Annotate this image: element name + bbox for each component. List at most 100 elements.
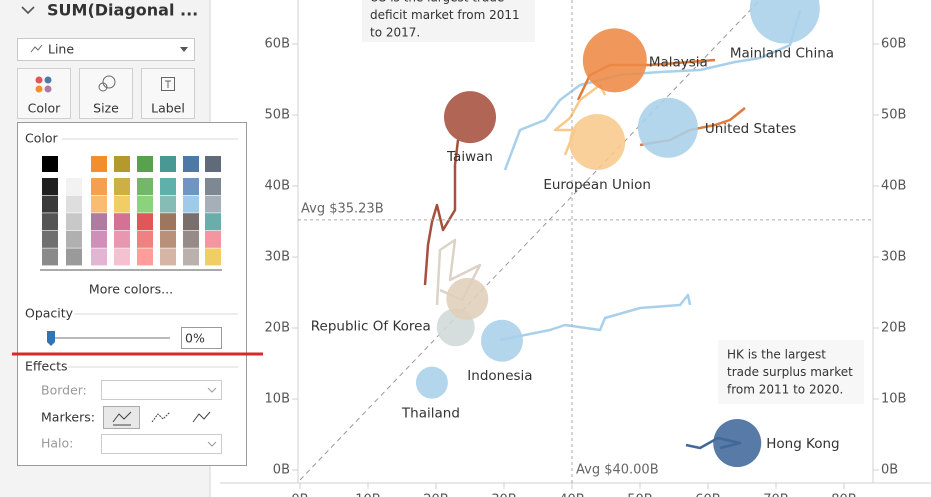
x-tick-label: 0B bbox=[291, 493, 308, 497]
color-swatch[interactable] bbox=[137, 213, 153, 231]
color-swatch[interactable] bbox=[42, 178, 58, 195]
field-label: Border: bbox=[41, 383, 87, 398]
color-swatch[interactable] bbox=[183, 248, 199, 266]
color-swatch[interactable] bbox=[66, 248, 82, 266]
collapse-caret[interactable] bbox=[21, 6, 35, 15]
color-swatch[interactable] bbox=[42, 248, 58, 266]
color-swatch[interactable] bbox=[114, 213, 130, 231]
color-swatch[interactable] bbox=[137, 156, 153, 172]
color-swatch[interactable] bbox=[160, 230, 176, 248]
mark-type-dropdown[interactable] bbox=[17, 38, 195, 61]
color-swatch[interactable] bbox=[91, 230, 107, 248]
color-swatch[interactable] bbox=[91, 156, 107, 172]
icon bbox=[112, 411, 132, 426]
color-swatch[interactable] bbox=[205, 156, 221, 172]
bubble bbox=[480, 319, 523, 362]
bubble-label: European Union bbox=[543, 177, 651, 193]
color-swatch[interactable] bbox=[137, 248, 153, 266]
opacity-value: 0% bbox=[185, 331, 205, 346]
bubble bbox=[713, 419, 762, 468]
opacity-input[interactable] bbox=[181, 327, 222, 349]
border-dropdown[interactable] bbox=[101, 380, 222, 400]
color-swatch[interactable] bbox=[66, 156, 82, 172]
color-swatch[interactable] bbox=[42, 156, 58, 172]
color-swatch[interactable] bbox=[205, 230, 221, 248]
color-swatch[interactable] bbox=[114, 230, 130, 248]
x-tick-label: 80B bbox=[831, 493, 856, 497]
color-swatch[interactable] bbox=[42, 230, 58, 248]
color-swatch[interactable] bbox=[183, 195, 199, 213]
y-tick-label: 0B bbox=[881, 463, 898, 478]
y-tick-label: 50B bbox=[881, 108, 906, 123]
color-swatch[interactable] bbox=[205, 248, 221, 266]
bubble bbox=[582, 28, 647, 93]
color-button[interactable] bbox=[17, 68, 71, 119]
halo-dropdown[interactable] bbox=[101, 434, 222, 454]
annotation-box bbox=[362, 0, 535, 42]
annotation-text: US is the largest trade bbox=[370, 0, 504, 5]
color-swatch[interactable] bbox=[205, 178, 221, 195]
color-swatch[interactable] bbox=[66, 213, 82, 231]
bubble bbox=[446, 277, 489, 320]
color-swatch[interactable] bbox=[160, 156, 176, 172]
labels: 0B 0B 10B 10B 20B 20B 30B 30B 40B 40B 50B 50B 60B 60B… bbox=[265, 0, 907, 497]
reference-label: Avg $35.23B bbox=[301, 201, 384, 216]
color-swatch[interactable] bbox=[160, 195, 176, 213]
color-swatch[interactable] bbox=[42, 195, 58, 213]
color-swatch[interactable] bbox=[183, 178, 199, 195]
y-tick-label: 0B bbox=[273, 463, 290, 478]
bubble-label: Republic Of Korea bbox=[311, 318, 431, 334]
color-swatch[interactable] bbox=[137, 195, 153, 213]
color-swatch[interactable] bbox=[137, 230, 153, 248]
slider-thumb[interactable] bbox=[47, 331, 55, 346]
color-swatch[interactable] bbox=[205, 213, 221, 231]
color-swatch[interactable] bbox=[66, 178, 82, 195]
color-swatch[interactable] bbox=[91, 213, 107, 231]
color-swatch[interactable] bbox=[205, 195, 221, 213]
y-tick-label: 30B bbox=[265, 250, 290, 265]
marks bbox=[415, 0, 820, 468]
x-tick-label: 20B bbox=[423, 493, 448, 497]
color-swatch[interactable] bbox=[160, 213, 176, 231]
color-swatch[interactable] bbox=[114, 178, 130, 195]
trail bbox=[423, 139, 460, 286]
x-tick-label: 10B bbox=[355, 493, 380, 497]
reference-label: Avg $40.00B bbox=[576, 463, 659, 478]
color-swatch[interactable] bbox=[91, 248, 107, 266]
color-swatch[interactable] bbox=[183, 213, 199, 231]
label-button[interactable] bbox=[141, 68, 195, 119]
color-swatch[interactable] bbox=[160, 248, 176, 266]
color-popup: Color More colors... Opacity 0% Effects … bbox=[12, 122, 263, 466]
y-tick-label: 50B bbox=[265, 108, 290, 123]
more-colors-button[interactable]: More colors... bbox=[89, 282, 173, 297]
y-tick-label: 40B bbox=[265, 179, 290, 194]
markers-auto-button[interactable] bbox=[192, 411, 211, 423]
y-tick-label: 60B bbox=[265, 37, 290, 52]
markers-all-button[interactable] bbox=[151, 411, 171, 423]
color-swatch[interactable] bbox=[160, 178, 176, 195]
color-swatch[interactable] bbox=[66, 230, 82, 248]
bubble bbox=[415, 366, 448, 399]
color-swatch[interactable] bbox=[183, 230, 199, 248]
plot bbox=[220, 0, 931, 489]
bubble-label: Indonesia bbox=[467, 368, 532, 384]
bubble bbox=[569, 113, 626, 170]
field-label: Halo: bbox=[41, 436, 73, 451]
color-swatch[interactable] bbox=[183, 156, 199, 172]
color-swatch[interactable] bbox=[66, 195, 82, 213]
dropdown-arrow bbox=[207, 387, 217, 393]
icon-dot bbox=[35, 76, 43, 84]
bubble bbox=[749, 0, 820, 44]
color-swatch[interactable] bbox=[91, 178, 107, 195]
color-swatch[interactable] bbox=[114, 156, 130, 172]
color-swatch[interactable] bbox=[114, 248, 130, 266]
x-tick-label: 70B bbox=[763, 493, 788, 497]
x-tick-label: 40B bbox=[559, 493, 584, 497]
annotation-text: trade surplus market bbox=[727, 365, 853, 379]
color-swatch[interactable] bbox=[114, 195, 130, 213]
color-swatch[interactable] bbox=[42, 213, 58, 231]
x-tick-label: 30B bbox=[491, 493, 516, 497]
color-swatch[interactable] bbox=[137, 178, 153, 195]
color-swatch[interactable] bbox=[91, 195, 107, 213]
